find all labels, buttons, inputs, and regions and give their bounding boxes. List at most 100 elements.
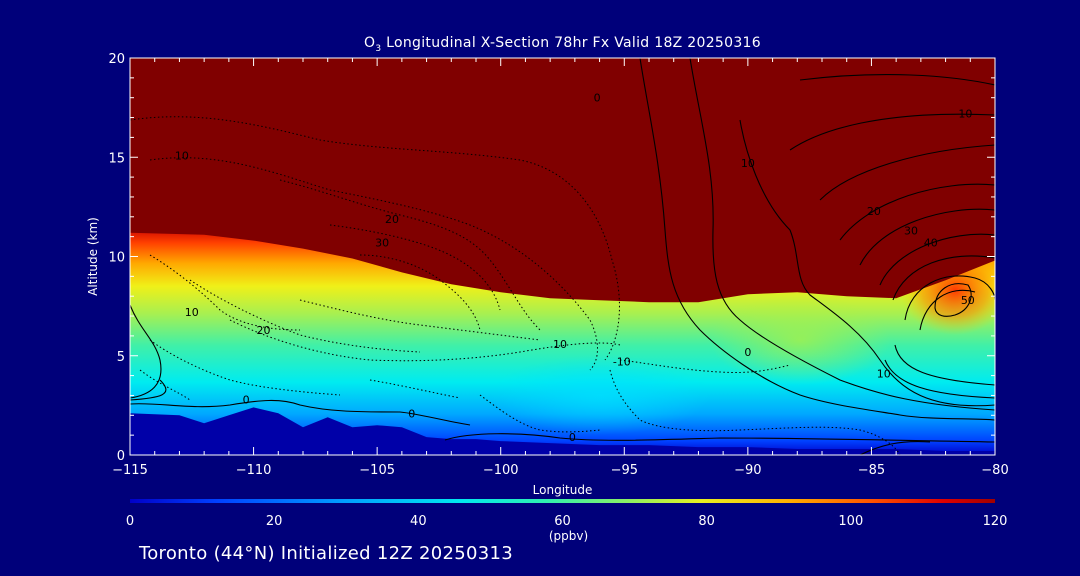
contour-label: 0	[594, 92, 601, 105]
contour-line-dotted	[369, 379, 461, 399]
contour-label-text: 0	[243, 393, 250, 406]
axes: −115 −110 −105 −100 −95 −90 −85 −80 0 5 10 15 20 Long…	[86, 52, 1009, 497]
contour-label: 40	[924, 237, 938, 250]
y-tick-label: 15	[108, 151, 125, 166]
colorbar-strip	[130, 499, 995, 503]
colorbar-tick-label: 40	[410, 514, 427, 529]
contour-line-solid	[639, 58, 995, 421]
contour-label-text: 10	[877, 368, 891, 381]
x-axis-label: Longitude	[533, 483, 593, 497]
contour-label-text: 20	[256, 324, 270, 337]
colorbar-tick-label: 80	[698, 514, 715, 529]
contour-line-solid	[444, 433, 995, 443]
y-tick-label: 20	[108, 52, 125, 67]
caption-location: Toronto (44°N)	[139, 543, 275, 564]
contour-line-solid	[799, 74, 995, 86]
contour-label: 0	[243, 393, 250, 406]
contour-label: 0	[569, 431, 576, 444]
terrain	[130, 407, 995, 455]
contour-label-text: 0	[744, 346, 751, 359]
contour-label-text: 0	[408, 407, 415, 420]
x-tick-label: −100	[483, 463, 519, 478]
colorbar-tick-label: 100	[838, 514, 863, 529]
contour-line-dotted	[359, 254, 481, 331]
ozone-field	[130, 58, 995, 455]
title-text: Longitudinal X-Section 78hr Fx Valid 18Z…	[386, 35, 761, 51]
x-tick-label: −105	[359, 463, 395, 478]
contour-label: -10	[613, 356, 631, 369]
contour-line-dotted	[299, 299, 541, 341]
contour-label: 30	[904, 225, 918, 238]
contour-line-dotted	[619, 359, 791, 373]
contour-label-text: 30	[904, 225, 918, 238]
contour-label-text: 10	[553, 338, 567, 351]
caption-init: Initialized 12Z 20250313	[280, 543, 514, 564]
x-tick-label: −115	[112, 463, 148, 478]
contour-label: 10	[175, 149, 189, 162]
y-axis-label: Altitude (km)	[86, 217, 100, 296]
contour-line-solid	[879, 233, 995, 286]
contour-label: 10	[741, 157, 755, 170]
y-tick-label: 5	[117, 350, 125, 365]
contour-label-text: 10	[185, 306, 199, 319]
contour-line-solid	[839, 183, 995, 241]
contour-label: 10	[553, 338, 567, 351]
contour-lines	[130, 58, 995, 455]
contour-line-dotted	[149, 157, 598, 371]
contour-line-solid	[819, 144, 995, 201]
contour-label-text: 0	[569, 431, 576, 444]
colorbar-unit-label: (ppbv)	[549, 529, 588, 543]
contour-line-solid	[884, 359, 995, 399]
contour-line-solid	[739, 119, 995, 407]
y-tick-label: 10	[108, 251, 125, 266]
contour-label: 10	[877, 368, 891, 381]
chart-title: O3 Longitudinal X-Section 78hr Fx Valid …	[130, 35, 995, 54]
contour-label-text: 40	[924, 237, 938, 250]
contour-label-text: 0	[594, 92, 601, 105]
contour-line-dotted	[130, 116, 620, 361]
contour-line-solid	[789, 113, 995, 151]
contour-line-dotted	[149, 254, 301, 331]
run-caption: Toronto (44°N) Initialized 12Z 20250313	[139, 543, 513, 564]
colorbar-tick-label: 0	[126, 514, 134, 529]
cyan-minimum-region	[490, 355, 710, 435]
contour-label: 20	[867, 205, 881, 218]
contour-label-text: 30	[375, 237, 389, 250]
contour-label-text: -10	[613, 356, 631, 369]
contour-label-text: 10	[175, 149, 189, 162]
colorbar-tick-label: 120	[983, 514, 1008, 529]
green-tongue-region	[710, 295, 890, 385]
contour-line-solid	[894, 344, 995, 386]
contour-label: 0	[744, 346, 751, 359]
contour-line-solid	[859, 208, 995, 266]
x-tick-label: −90	[734, 463, 761, 478]
contour-line-solid	[130, 379, 167, 401]
contour-line-solid	[130, 399, 471, 426]
title-species: O3	[364, 35, 382, 54]
y-tick-label: 0	[117, 449, 125, 464]
colorbar-tick-label: 20	[266, 514, 283, 529]
contour-labels: 0 10 10 10 20 30 40 50 20 30 10 20 10 -10 0 10 0 0 0	[175, 92, 975, 444]
colorbar-tick-label: 60	[554, 514, 571, 529]
contour-lines-negative	[130, 116, 901, 455]
contour-label: 0	[408, 407, 415, 420]
contour-line-solid	[904, 275, 995, 321]
x-tick-label: −95	[611, 463, 638, 478]
contour-line-solid	[859, 441, 931, 455]
x-tick-label: −110	[236, 463, 272, 478]
contour-line-dotted	[279, 179, 541, 331]
contour-label: 20	[256, 324, 270, 337]
contour-line-solid	[919, 289, 976, 331]
contour-line-dotted	[609, 369, 901, 455]
contour-line-dotted	[479, 394, 601, 433]
contour-line-solid	[689, 58, 995, 411]
stratospheric-ozone-region	[130, 58, 995, 303]
contour-line-solid	[892, 255, 995, 301]
contour-label-text: 50	[961, 294, 975, 307]
colorbar: 0 20 40 60 80 100 120 (ppbv)	[126, 499, 1008, 543]
x-tick-label: −80	[981, 463, 1008, 478]
contour-line-solid	[130, 304, 162, 399]
contour-label-text: 10	[958, 108, 972, 121]
contour-label-text: 20	[867, 205, 881, 218]
